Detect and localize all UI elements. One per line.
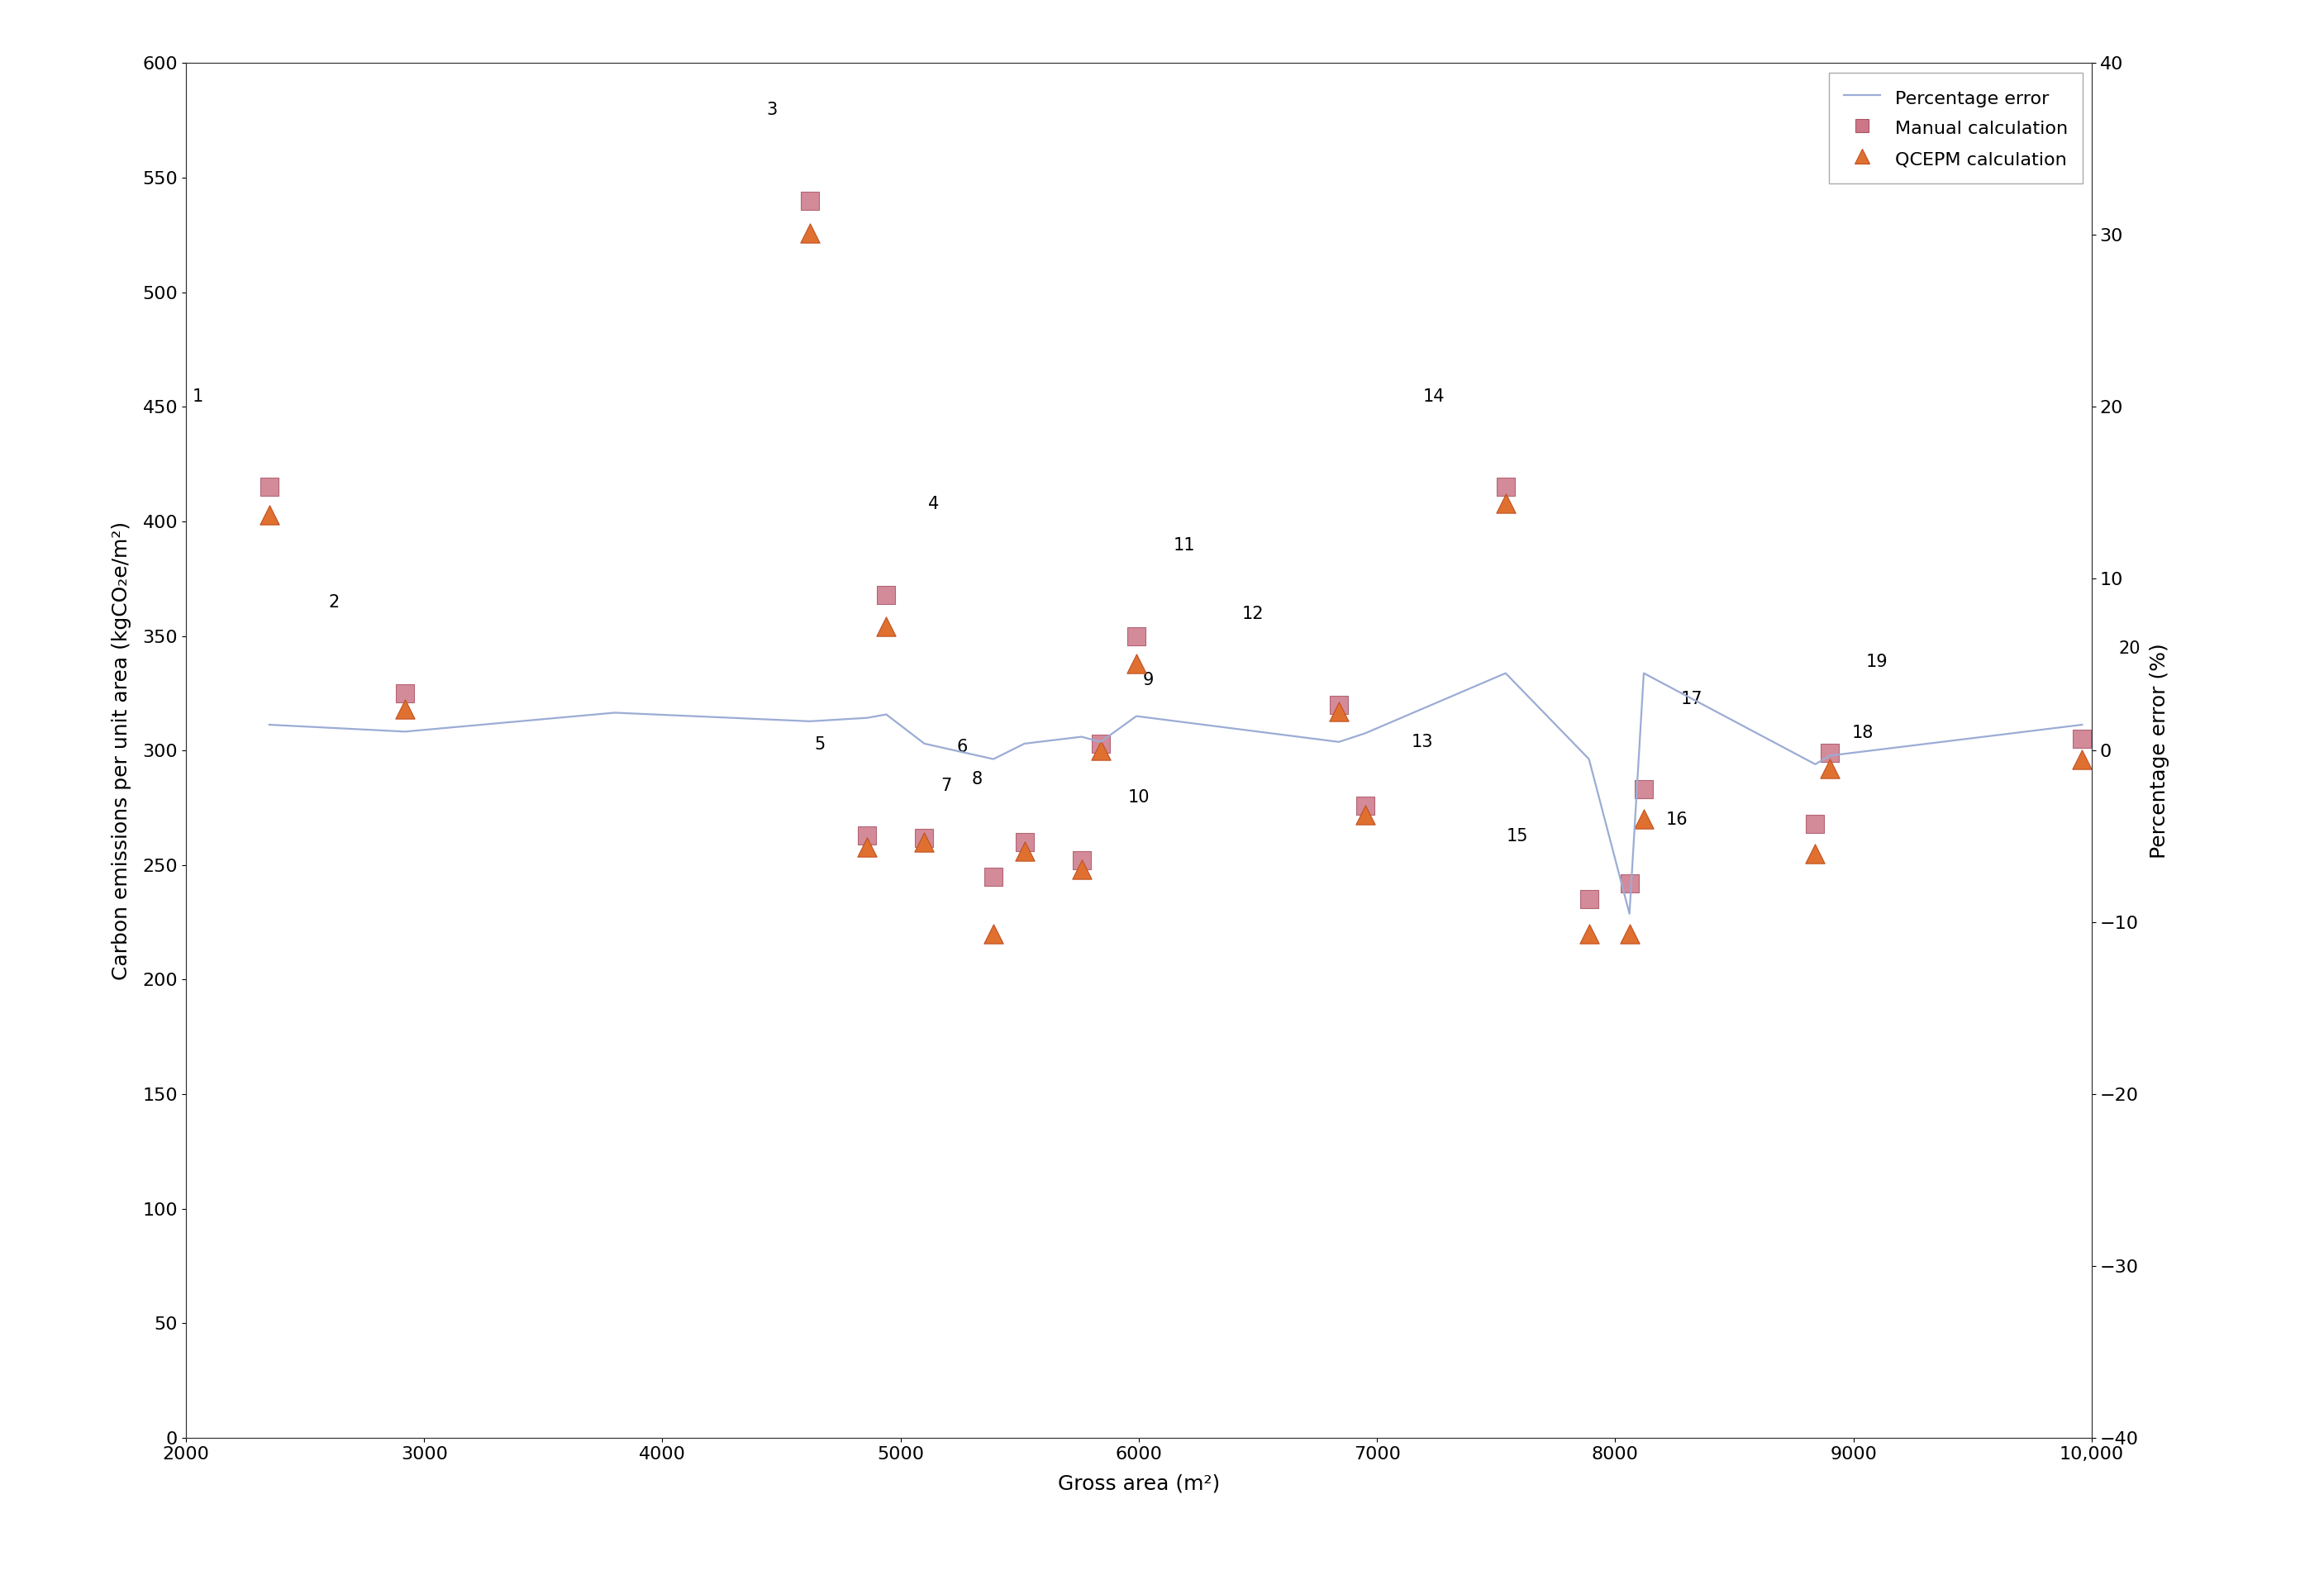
Manual calculation bbox=[1796, 811, 1834, 836]
Percentage error bbox=[1088, 733, 1116, 752]
Text: 17: 17 bbox=[1680, 690, 1703, 706]
Manual calculation bbox=[792, 188, 830, 213]
Text: 11: 11 bbox=[1174, 537, 1195, 553]
Percentage error bbox=[1122, 706, 1150, 725]
Manual calculation bbox=[1006, 830, 1043, 855]
QCEPM calculation bbox=[792, 220, 830, 245]
Manual calculation bbox=[1118, 623, 1155, 648]
Manual calculation bbox=[1624, 777, 1662, 803]
Text: 10: 10 bbox=[1127, 788, 1150, 806]
Y-axis label: Percentage error (%): Percentage error (%) bbox=[2150, 643, 2171, 858]
Text: 1: 1 bbox=[193, 389, 202, 404]
Text: 16: 16 bbox=[1666, 812, 1687, 828]
Text: 19: 19 bbox=[1866, 654, 1887, 670]
QCEPM calculation bbox=[1006, 839, 1043, 864]
QCEPM calculation bbox=[1062, 856, 1099, 882]
Text: 8: 8 bbox=[971, 771, 983, 787]
Manual calculation bbox=[1346, 793, 1383, 818]
Manual calculation bbox=[1487, 474, 1525, 499]
QCEPM calculation bbox=[1796, 841, 1834, 866]
Manual calculation bbox=[1083, 732, 1120, 757]
Manual calculation bbox=[974, 864, 1011, 890]
Percentage error bbox=[1815, 746, 1843, 765]
QCEPM calculation bbox=[1611, 921, 1648, 946]
QCEPM calculation bbox=[848, 834, 885, 860]
QCEPM calculation bbox=[906, 830, 944, 855]
Y-axis label: Carbon emissions per unit area (kgCO₂e/m²): Carbon emissions per unit area (kgCO₂e/m… bbox=[112, 521, 130, 980]
Line: Percentage error: Percentage error bbox=[270, 673, 2082, 913]
Percentage error bbox=[1801, 755, 1829, 774]
Manual calculation bbox=[867, 581, 904, 607]
Percentage error bbox=[797, 713, 825, 732]
Text: 2: 2 bbox=[328, 594, 339, 611]
Manual calculation bbox=[1571, 886, 1608, 912]
Text: 4: 4 bbox=[927, 496, 939, 512]
Percentage error bbox=[1629, 664, 1657, 683]
QCEPM calculation bbox=[1624, 807, 1662, 833]
Percentage error bbox=[978, 749, 1006, 768]
Text: 15: 15 bbox=[1506, 828, 1529, 844]
Manual calculation bbox=[251, 474, 288, 499]
Manual calculation bbox=[1810, 739, 1848, 765]
Percentage error bbox=[1325, 733, 1353, 752]
Manual calculation bbox=[906, 825, 944, 850]
Manual calculation bbox=[1320, 692, 1357, 717]
QCEPM calculation bbox=[1320, 698, 1357, 724]
QCEPM calculation bbox=[974, 921, 1011, 946]
QCEPM calculation bbox=[251, 502, 288, 528]
QCEPM calculation bbox=[1810, 757, 1848, 782]
QCEPM calculation bbox=[2064, 747, 2101, 773]
Text: 13: 13 bbox=[1411, 735, 1434, 750]
Text: 3: 3 bbox=[767, 101, 779, 118]
QCEPM calculation bbox=[1571, 921, 1608, 946]
Percentage error bbox=[390, 722, 418, 741]
Percentage error bbox=[1492, 664, 1520, 683]
Percentage error bbox=[1576, 749, 1604, 768]
Text: 9: 9 bbox=[1143, 672, 1153, 689]
Text: 6: 6 bbox=[957, 738, 969, 755]
Text: 14: 14 bbox=[1422, 389, 1446, 404]
Manual calculation bbox=[386, 681, 423, 706]
Manual calculation bbox=[2064, 727, 2101, 752]
QCEPM calculation bbox=[867, 615, 904, 640]
Percentage error bbox=[1067, 727, 1095, 746]
Percentage error bbox=[256, 716, 284, 735]
Manual calculation bbox=[1062, 848, 1099, 874]
QCEPM calculation bbox=[1487, 490, 1525, 515]
Percentage error bbox=[911, 735, 939, 754]
Percentage error bbox=[872, 705, 899, 724]
QCEPM calculation bbox=[386, 697, 423, 722]
Text: 18: 18 bbox=[1852, 725, 1873, 741]
QCEPM calculation bbox=[1118, 651, 1155, 676]
Percentage error bbox=[1615, 904, 1643, 923]
Text: 7: 7 bbox=[941, 777, 951, 795]
Text: 5: 5 bbox=[813, 736, 825, 752]
Percentage error bbox=[2068, 716, 2096, 735]
Manual calculation bbox=[1611, 871, 1648, 896]
QCEPM calculation bbox=[1346, 803, 1383, 828]
Text: 20: 20 bbox=[2119, 640, 2140, 657]
Percentage error bbox=[1011, 735, 1039, 754]
Text: 12: 12 bbox=[1241, 605, 1264, 623]
X-axis label: Gross area (m²): Gross area (m²) bbox=[1057, 1474, 1220, 1493]
QCEPM calculation bbox=[1083, 738, 1120, 763]
Manual calculation bbox=[848, 823, 885, 848]
Legend: Percentage error, Manual calculation, QCEPM calculation: Percentage error, Manual calculation, QC… bbox=[1829, 73, 2082, 183]
Percentage error bbox=[600, 703, 627, 722]
Percentage error bbox=[853, 708, 881, 727]
Percentage error bbox=[1350, 724, 1378, 743]
